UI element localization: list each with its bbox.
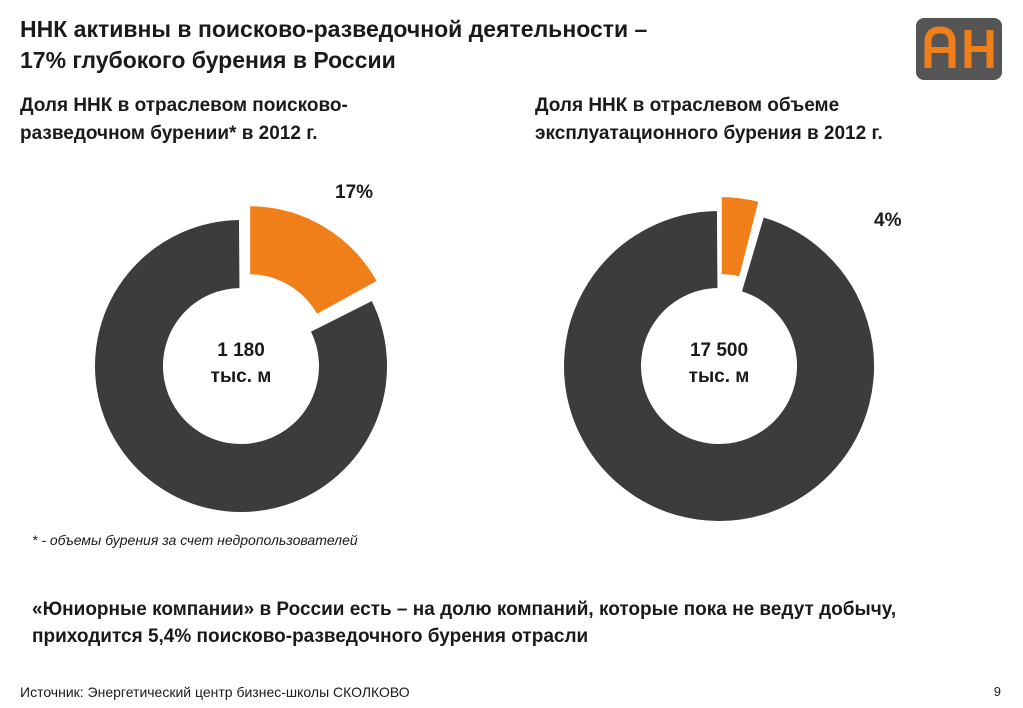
chart-1-slice-rest bbox=[93, 217, 389, 514]
chart-1-center-value: 1 180 bbox=[217, 340, 265, 361]
chart-2-center-unit: тыс. м bbox=[688, 366, 750, 387]
chart-2-title-line-1: Доля ННК в отраслевом объеме bbox=[535, 95, 840, 116]
page-number: 9 bbox=[993, 684, 1001, 699]
chart-1-slice-highlight bbox=[248, 204, 380, 317]
chart-2-center-value: 17 500 bbox=[689, 340, 749, 361]
chart-2-center-label: 17 500 тыс. м bbox=[639, 338, 799, 390]
chart-1-title-line-1: Доля ННК в отраслевом поисково- bbox=[20, 95, 348, 116]
chart-2-title-line-2: эксплуатационного бурения в 2012 г. bbox=[535, 123, 883, 144]
logo-glyph-icon bbox=[924, 26, 994, 68]
chart-1-title: Доля ННК в отраслевом поисково- разведоч… bbox=[20, 92, 460, 148]
chart-1-center-unit: тыс. м bbox=[210, 366, 272, 387]
chart-2-slice-rest bbox=[562, 208, 876, 523]
chart-1-slice-label: 17% bbox=[335, 182, 374, 203]
conclusion-text: «Юниорные компании» в России есть – на д… bbox=[32, 596, 1012, 650]
title-line-1: ННК активны в поисково-разведочной деяте… bbox=[20, 16, 648, 42]
title-line-2: 17% глубокого бурения в России bbox=[20, 47, 396, 73]
chart-2-slice-label: 4% bbox=[874, 210, 902, 231]
donut-chart-production bbox=[562, 195, 876, 523]
donut-chart-exploration bbox=[93, 204, 389, 514]
conclusion-line-1: «Юниорные компании» в России есть – на д… bbox=[32, 599, 897, 620]
company-logo bbox=[916, 18, 1002, 80]
chart-2-slice-highlight bbox=[719, 195, 761, 279]
page-title: ННК активны в поисково-разведочной деяте… bbox=[20, 14, 880, 76]
chart-1-center-label: 1 180 тыс. м bbox=[161, 338, 321, 390]
chart-2-title: Доля ННК в отраслевом объеме эксплуатаци… bbox=[535, 92, 975, 148]
conclusion-line-2: приходится 5,4% поисково-разведочного бу… bbox=[32, 626, 589, 647]
footnote: * - объемы бурения за счет недропользова… bbox=[32, 532, 358, 548]
chart-1-title-line-2: разведочном бурении* в 2012 г. bbox=[20, 123, 318, 144]
source-note: Источник: Энергетический центр бизнес-шк… bbox=[20, 684, 410, 700]
